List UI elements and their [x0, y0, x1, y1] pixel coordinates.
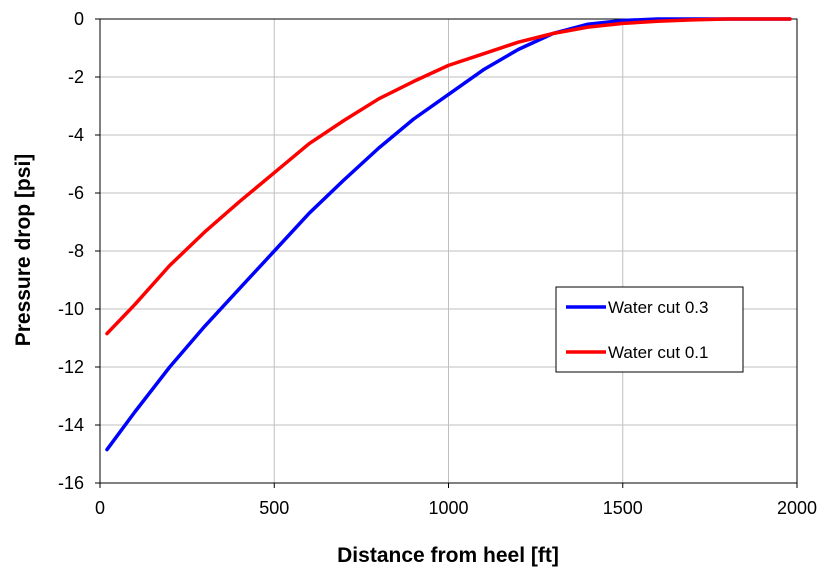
series-lines	[105, 17, 792, 452]
y-axis-title: Pressure drop [psi]	[12, 154, 35, 347]
y-tick-label: -16	[58, 473, 84, 493]
x-tick-label: 2000	[777, 498, 817, 518]
y-tick-label: -12	[58, 357, 84, 377]
series-line-0	[105, 17, 792, 452]
x-tick-label: 0	[95, 498, 105, 518]
x-tick-label: 1000	[428, 498, 468, 518]
legend-label-water-cut-0-3: Water cut 0.3	[608, 298, 708, 317]
x-axis-ticks: 0 500 1000 1500 2000	[95, 483, 817, 518]
y-tick-label: -8	[68, 241, 84, 261]
y-tick-label: -6	[68, 183, 84, 203]
y-tick-label: -10	[58, 299, 84, 319]
y-tick-label: 0	[74, 9, 84, 29]
y-tick-label: -4	[68, 125, 84, 145]
y-axis-ticks: 0 -2 -4 -6 -8 -10 -12 -14 -16	[58, 9, 100, 493]
x-tick-label: 500	[259, 498, 289, 518]
x-tick-label: 1500	[603, 498, 643, 518]
y-tick-label: -2	[68, 67, 84, 87]
legend-box	[555, 286, 744, 373]
series-line-1	[105, 17, 792, 336]
y-tick-label: -14	[58, 415, 84, 435]
x-axis-title: Distance from heel [ft]	[337, 544, 559, 567]
legend-label-water-cut-0-1: Water cut 0.1	[608, 343, 708, 362]
legend: Water cut 0.3 Water cut 0.1	[555, 286, 744, 373]
